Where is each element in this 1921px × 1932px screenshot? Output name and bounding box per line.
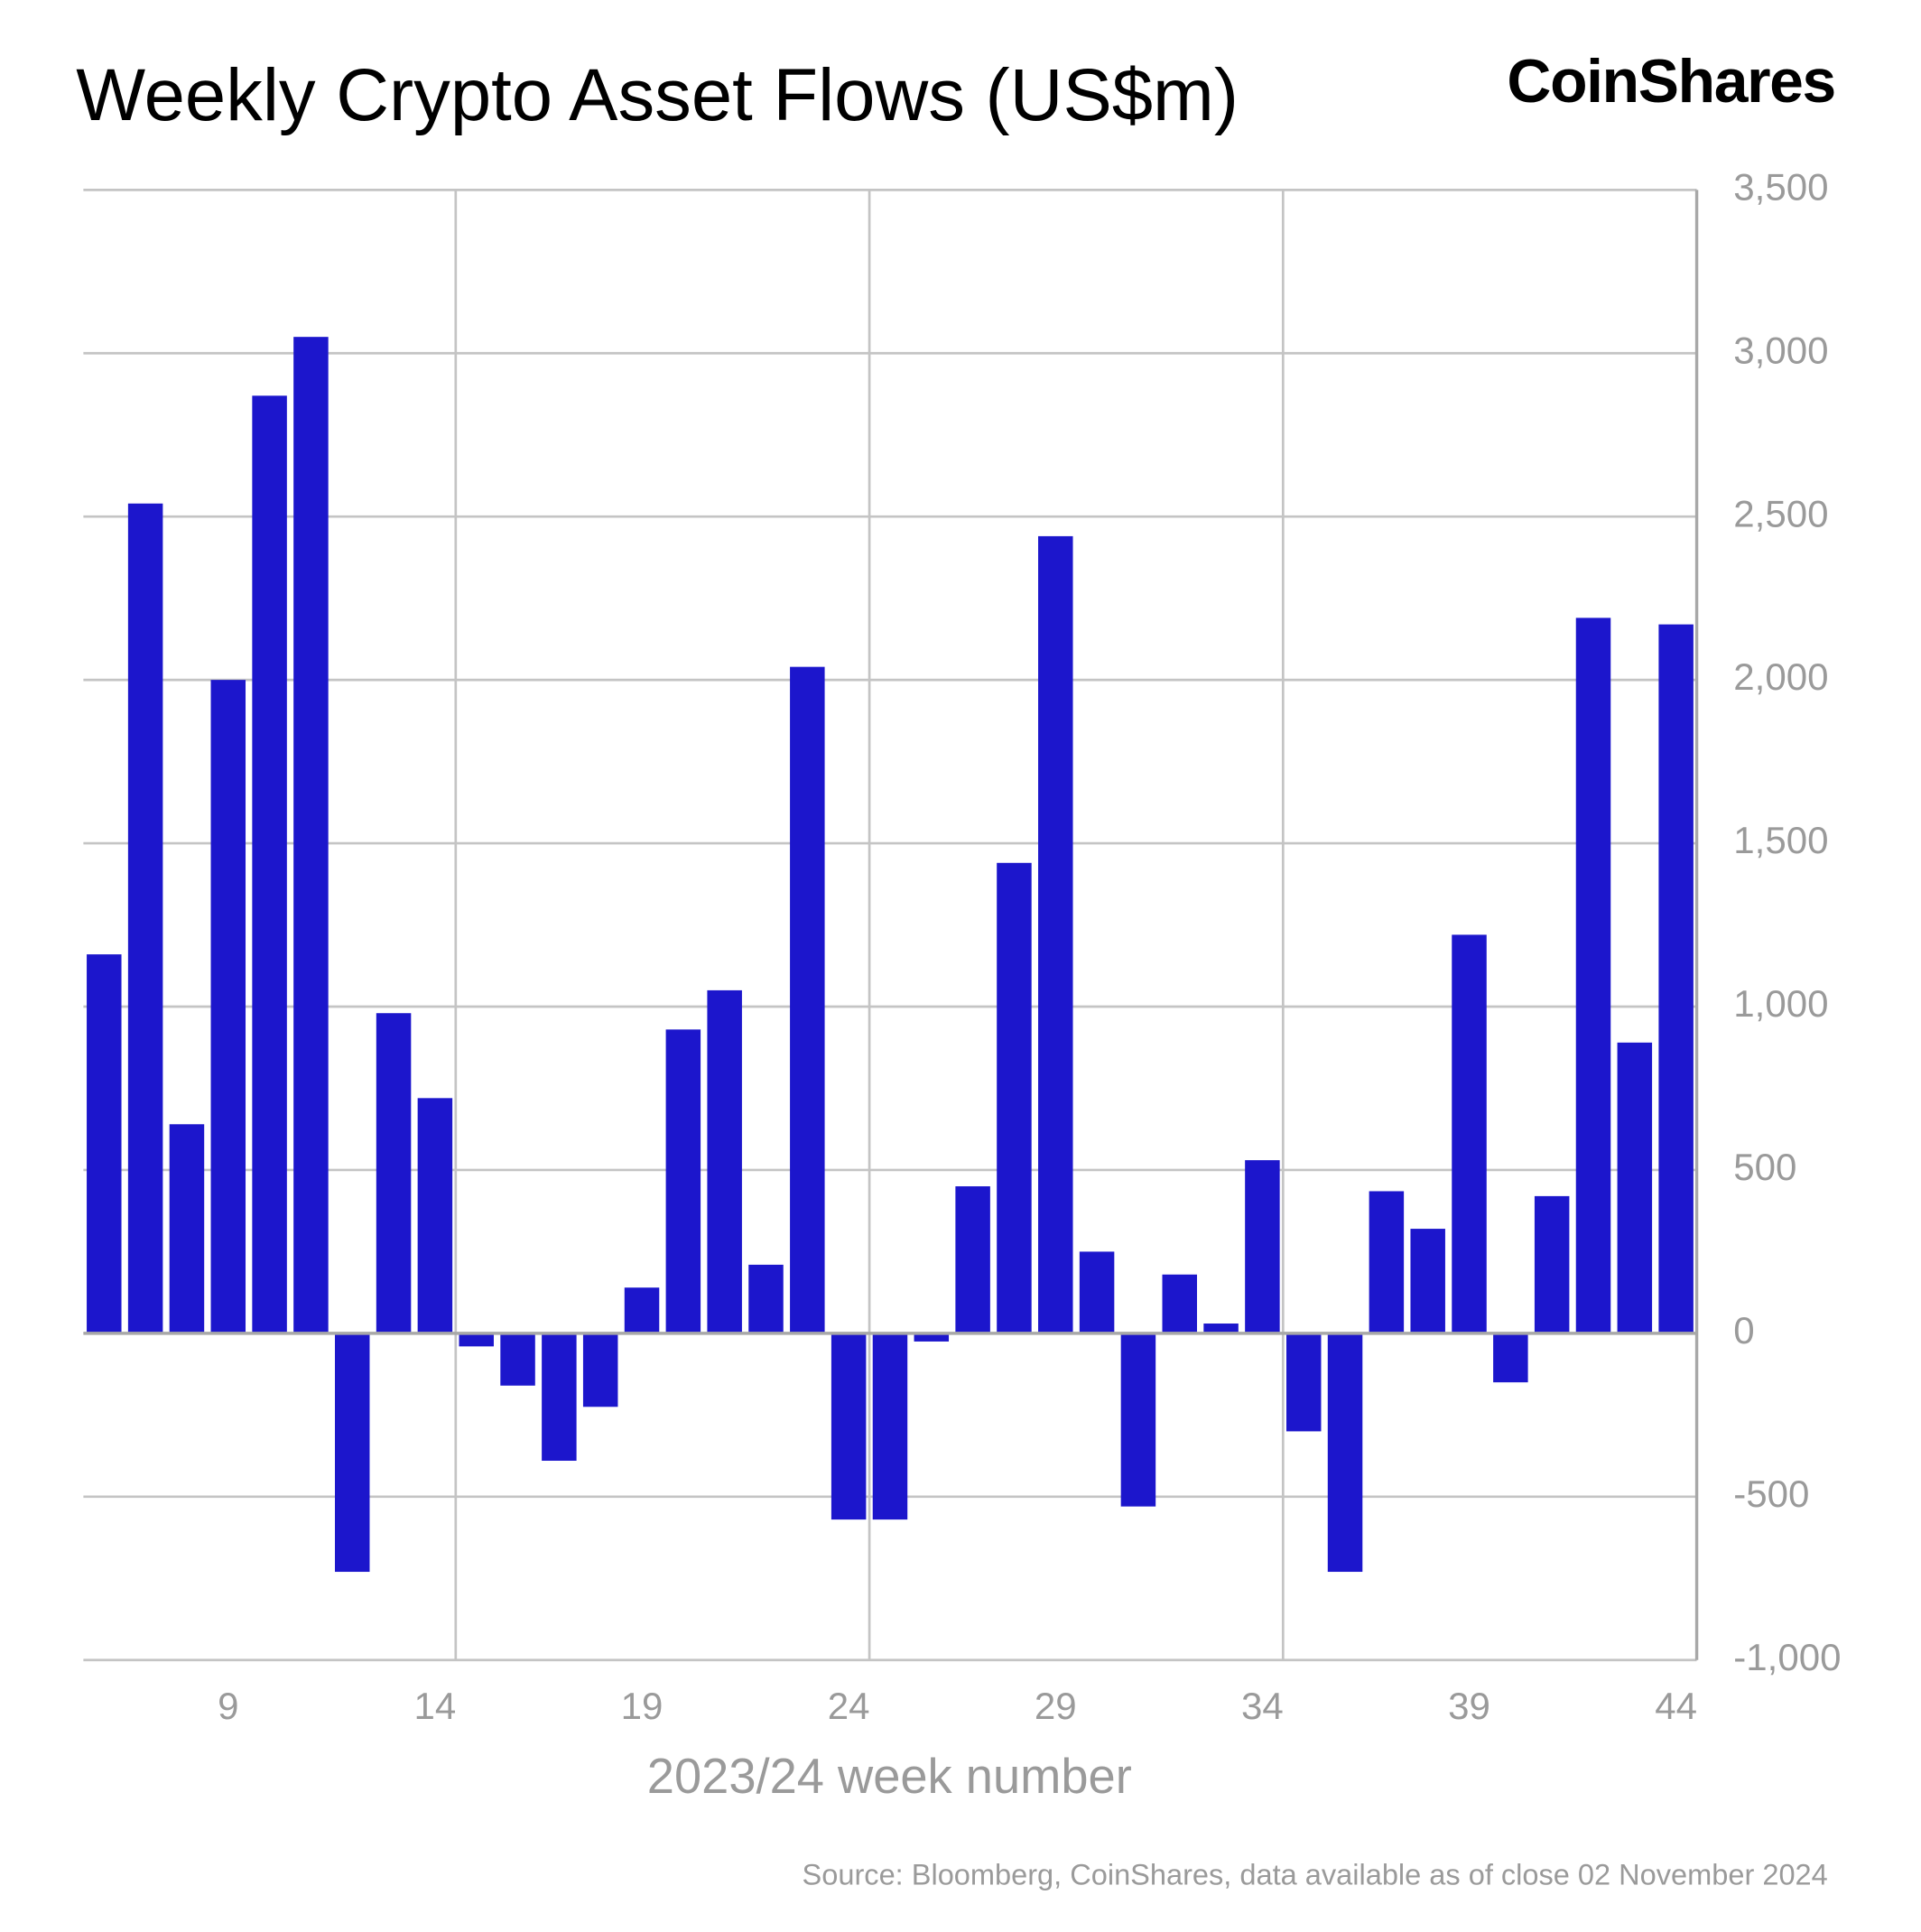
y-tick-label: 3,500 <box>1733 165 1828 208</box>
bar <box>1162 1274 1197 1333</box>
x-tick-label: 14 <box>414 1685 457 1727</box>
bar <box>831 1333 867 1520</box>
y-tick-label: 0 <box>1733 1309 1754 1351</box>
y-tick-label: 500 <box>1733 1146 1796 1188</box>
bar <box>293 337 329 1333</box>
bar <box>1285 1333 1322 1432</box>
bar <box>872 1333 908 1520</box>
bar <box>1203 1324 1239 1333</box>
bar <box>252 395 287 1333</box>
bar <box>1658 624 1694 1333</box>
x-axis-title: 2023/24 week number <box>647 1749 1132 1804</box>
bar <box>334 1333 370 1573</box>
bar <box>1120 1333 1156 1507</box>
x-tick-label: 9 <box>218 1685 238 1727</box>
bar <box>955 1186 990 1333</box>
bar <box>210 680 246 1333</box>
bar <box>1369 1191 1405 1333</box>
bar <box>1534 1195 1570 1333</box>
source-note: Source: Bloomberg, CoinShares, data avai… <box>803 1859 1828 1891</box>
bar <box>87 954 122 1333</box>
bar <box>665 1029 701 1333</box>
x-tick-label: 39 <box>1448 1685 1490 1727</box>
bar <box>1245 1160 1280 1333</box>
x-tick-label: 44 <box>1655 1685 1697 1727</box>
bar <box>707 989 742 1333</box>
y-tick-label: 1,500 <box>1733 819 1828 861</box>
y-tick-label: 2,000 <box>1733 655 1828 698</box>
bar <box>624 1287 660 1333</box>
x-tick-label: 29 <box>1035 1685 1077 1727</box>
bar <box>376 1013 412 1333</box>
y-tick-label: 1,000 <box>1733 982 1828 1025</box>
bar <box>169 1124 205 1333</box>
bar <box>790 666 825 1333</box>
bar <box>1575 618 1611 1333</box>
x-tick-label: 34 <box>1241 1685 1284 1727</box>
bar <box>500 1333 535 1386</box>
chart-title: Weekly Crypto Asset Flows (US$m) <box>76 54 1239 136</box>
y-tick-label: 3,000 <box>1733 329 1828 371</box>
y-tick-label: -1,000 <box>1733 1636 1841 1678</box>
bar <box>1038 535 1073 1333</box>
bar <box>459 1333 494 1347</box>
bar <box>997 862 1032 1333</box>
bar <box>1617 1042 1653 1333</box>
bar <box>914 1333 950 1342</box>
bar <box>748 1264 784 1333</box>
bar <box>582 1333 618 1407</box>
bar <box>1079 1251 1115 1333</box>
bar <box>1493 1333 1528 1383</box>
bar <box>127 503 163 1333</box>
y-tick-label: -500 <box>1733 1472 1809 1515</box>
bar <box>417 1098 453 1333</box>
y-tick-label: 2,500 <box>1733 492 1828 534</box>
bar <box>1452 934 1487 1333</box>
x-tick-label: 19 <box>621 1685 664 1727</box>
bar <box>1410 1229 1445 1333</box>
brand-logo: CoinShares <box>1507 48 1834 116</box>
bar <box>542 1333 577 1462</box>
x-tick-label: 24 <box>828 1685 870 1727</box>
bar <box>1327 1333 1363 1573</box>
